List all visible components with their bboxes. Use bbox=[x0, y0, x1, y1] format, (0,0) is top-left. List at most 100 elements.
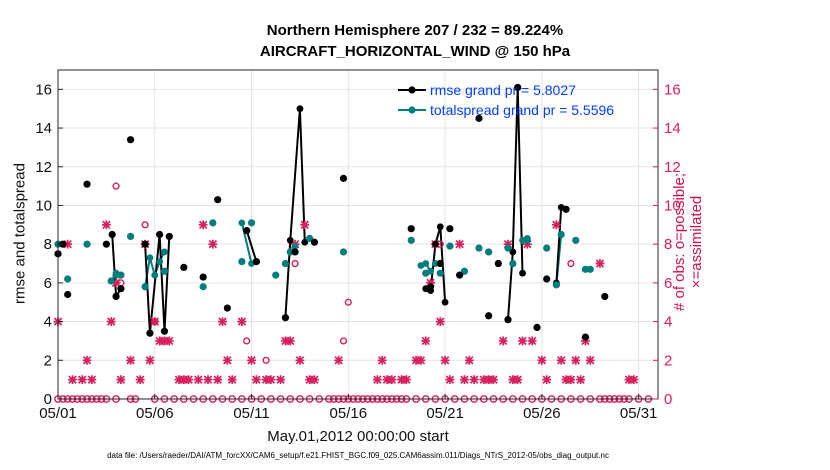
y-tick-label-right: 8 bbox=[664, 236, 672, 253]
assimilated-obs-marker bbox=[193, 375, 203, 385]
totalspread-point bbox=[509, 259, 517, 268]
assimilated-obs-marker bbox=[276, 375, 285, 385]
x-axis-label: May.01,2012 00:00:00 start bbox=[267, 428, 449, 445]
assimilated-obs-marker bbox=[116, 375, 126, 385]
y-tick-label-left: 0 bbox=[44, 391, 52, 408]
rmse-point bbox=[126, 136, 135, 144]
assimilated-obs-marker bbox=[551, 220, 561, 230]
y-tick-label-right: 16 bbox=[664, 81, 681, 98]
assimilated-obs-marker bbox=[266, 375, 276, 385]
rmse-point bbox=[514, 83, 522, 92]
assimilated-obs-marker bbox=[484, 375, 494, 385]
totalspread-point bbox=[83, 240, 91, 248]
assimilated-obs-marker bbox=[203, 375, 213, 385]
rmse-point bbox=[562, 205, 570, 213]
totalspread-point bbox=[572, 236, 580, 244]
totalspread-point bbox=[199, 283, 207, 291]
totalspread-point bbox=[151, 271, 159, 279]
y-tick-label-left: 8 bbox=[44, 236, 52, 253]
assimilated-obs-marker bbox=[460, 375, 469, 385]
rmse-point bbox=[581, 333, 590, 341]
assimilated-obs-marker bbox=[624, 375, 634, 385]
assimilated-obs-marker bbox=[334, 355, 344, 365]
assimilated-obs-marker bbox=[585, 355, 595, 365]
assimilated-obs-marker bbox=[571, 355, 581, 365]
possible-obs-marker bbox=[567, 259, 575, 268]
rmse-point bbox=[112, 292, 120, 301]
totalspread-point bbox=[281, 259, 290, 268]
assimilated-obs-marker bbox=[310, 375, 319, 385]
rmse-point bbox=[310, 238, 319, 246]
totalspread-point bbox=[126, 232, 135, 241]
rmse-point bbox=[441, 298, 449, 306]
rmse-point bbox=[141, 240, 149, 248]
chart-subtitle: AIRCRAFT_HORIZONTAL_WIND @ 150 hPa bbox=[259, 43, 571, 60]
totalspread-point bbox=[339, 248, 348, 256]
y-tick-label-right: 0 bbox=[664, 391, 672, 408]
assimilated-obs-marker bbox=[542, 375, 552, 385]
totalspread-point bbox=[117, 271, 125, 279]
totalspread-point bbox=[272, 271, 280, 279]
legend-spread-marker bbox=[408, 106, 416, 114]
totalspread-point bbox=[543, 244, 551, 252]
rmse-point bbox=[64, 290, 72, 299]
assimilated-obs-marker bbox=[489, 375, 498, 385]
rmse-point bbox=[117, 285, 125, 293]
assimilated-obs-marker bbox=[401, 375, 411, 385]
totalspread-point bbox=[160, 267, 169, 275]
totalspread-point bbox=[291, 242, 299, 250]
possible-obs-marker bbox=[344, 298, 352, 306]
totalspread-point bbox=[475, 244, 483, 252]
totalspread-point bbox=[156, 258, 164, 265]
totalspread-point bbox=[247, 219, 256, 227]
rmse-point bbox=[504, 316, 512, 324]
assimilated-obs-marker bbox=[421, 336, 431, 346]
y-tick-label-left: 16 bbox=[35, 81, 52, 98]
rmse-point bbox=[436, 223, 444, 231]
assimilated-obs-marker bbox=[537, 355, 547, 365]
assimilated-obs-marker bbox=[82, 355, 92, 365]
assimilated-obs-marker bbox=[77, 375, 87, 385]
x-tick-label: 05/31 bbox=[620, 405, 658, 422]
assimilated-obs-marker bbox=[237, 317, 247, 326]
totalspread-point bbox=[523, 236, 531, 244]
assimilated-obs-marker bbox=[464, 355, 474, 365]
y-axis-label-right: # of obs: o=possible; ×=assimilated bbox=[671, 173, 705, 312]
legend-rmse-marker bbox=[408, 86, 416, 94]
legend-spread-label: totalspread grand pr = 5.5596 bbox=[430, 102, 614, 118]
assimilated-obs-marker bbox=[426, 278, 435, 288]
rmse-point bbox=[543, 275, 551, 283]
y-tick-label-right: 10 bbox=[664, 197, 681, 214]
assimilated-obs-marker bbox=[479, 375, 489, 385]
rmse-point bbox=[243, 227, 251, 235]
y-tick-label-left: 12 bbox=[35, 159, 52, 176]
rmse-point bbox=[475, 114, 483, 122]
assimilated-obs-marker bbox=[416, 355, 426, 365]
assimilated-obs-marker bbox=[382, 375, 392, 385]
rmse-point bbox=[601, 292, 609, 301]
rmse-point bbox=[180, 263, 188, 271]
y-axis-label-left: rmse and totalspread bbox=[11, 163, 29, 304]
rmse-point bbox=[83, 180, 91, 188]
totalspread-point bbox=[485, 248, 493, 256]
assimilated-obs-marker bbox=[397, 375, 406, 385]
x-tick-label: 05/01 bbox=[39, 405, 77, 422]
assimilated-obs-marker bbox=[145, 355, 155, 365]
rmse-point bbox=[296, 105, 304, 113]
assimilated-obs-marker bbox=[445, 375, 455, 385]
assimilated-obs-marker bbox=[160, 336, 169, 346]
assimilated-obs-marker bbox=[251, 375, 261, 385]
y-tick-label-right: 6 bbox=[664, 275, 672, 292]
assimilated-obs-marker bbox=[179, 375, 189, 385]
possible-obs-marker bbox=[339, 337, 348, 345]
rmse-point bbox=[199, 273, 207, 281]
totalspread-point bbox=[552, 281, 560, 289]
assimilated-obs-marker bbox=[155, 336, 165, 346]
y-tick-label-left: 2 bbox=[44, 352, 52, 369]
chart-title: Northern Hemisphere 207 / 232 = 89.224% bbox=[266, 22, 564, 39]
rmse-line bbox=[284, 108, 306, 318]
assimilated-obs-marker bbox=[213, 375, 223, 385]
assimilated-obs-marker bbox=[518, 336, 527, 346]
assimilated-obs-marker bbox=[63, 239, 73, 249]
